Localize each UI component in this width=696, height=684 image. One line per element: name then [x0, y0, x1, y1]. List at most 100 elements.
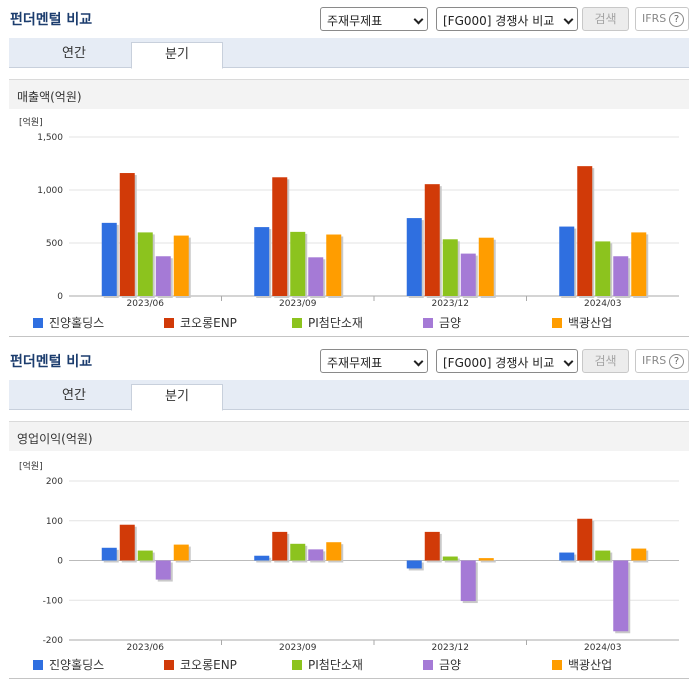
statement-select-value: 주재무제표	[327, 356, 383, 370]
legend-label: 진양홀딩스	[49, 658, 105, 672]
bar	[442, 556, 458, 561]
period-tabs: 연간 분기	[9, 38, 689, 69]
revenue-chart: [억원] 0 500 1,000 1,500 2023/06 2023/09 2023/12 2…	[19, 116, 679, 308]
y-tick-label: 200	[46, 477, 63, 487]
peer-select[interactable]: [FG000] 경쟁사 비교	[436, 349, 578, 373]
y-tick-label: 1,500	[37, 133, 63, 143]
bar	[308, 549, 324, 561]
legend-label: 백광산업	[568, 316, 613, 330]
chevron-down-icon	[563, 356, 574, 367]
bar	[631, 232, 647, 296]
statement-select[interactable]: 주재무제표	[320, 7, 428, 31]
divider	[9, 336, 689, 337]
legend-item-1: 코오롱ENP	[164, 314, 237, 331]
y-tick-label: 0	[57, 557, 63, 567]
x-tick-label: 2023/12	[432, 643, 469, 652]
peer-select-value: [FG000] 경쟁사 비교	[443, 356, 555, 370]
bar	[101, 222, 117, 296]
legend-item-4: 백광산업	[552, 656, 612, 673]
legend-label: 금양	[439, 316, 462, 330]
bar	[577, 518, 593, 561]
bar	[119, 173, 135, 296]
ifrs-label: IFRS	[642, 354, 667, 367]
panel-header: 펀더멘털 비교 주재무제표 [FG000] 경쟁사 비교 검색 IFRS?	[0, 0, 696, 36]
tab-annual[interactable]: 연간	[62, 46, 86, 61]
fundamental-panel-operating-profit: 펀더멘털 비교 주재무제표 [FG000] 경쟁사 비교 검색 IFRS? 연간…	[0, 342, 696, 684]
legend-swatch	[292, 318, 302, 328]
bar	[613, 560, 629, 632]
legend-label: PI첨단소재	[308, 316, 363, 330]
y-tick-label: 0	[57, 292, 63, 302]
operating-profit-chart: [억원] -200 -100 0 100 200 2023/06 2023/09 2023/12…	[19, 460, 679, 652]
peer-select-value: [FG000] 경쟁사 비교	[443, 14, 555, 28]
bar	[559, 552, 575, 561]
unit-label: [억원]	[19, 116, 43, 128]
bar	[272, 177, 288, 296]
y-tick-label: 500	[46, 239, 63, 249]
bar	[595, 241, 611, 296]
tab-annual[interactable]: 연간	[62, 388, 86, 403]
x-tick-label: 2023/06	[127, 643, 165, 652]
ifrs-help-button[interactable]: IFRS?	[635, 7, 689, 31]
ifrs-label: IFRS	[642, 12, 667, 25]
bar	[137, 232, 153, 296]
ifrs-help-button[interactable]: IFRS?	[635, 349, 689, 373]
tab-quarterly[interactable]: 분기	[131, 42, 223, 69]
bar	[406, 218, 422, 296]
x-tick-label: 2023/09	[279, 643, 317, 652]
bar	[577, 166, 593, 296]
legend-swatch	[292, 660, 302, 670]
legend-item-2: PI첨단소재	[292, 656, 363, 673]
bar	[631, 548, 647, 561]
panel-header: 펀더멘털 비교 주재무제표 [FG000] 경쟁사 비교 검색 IFRS?	[0, 342, 696, 378]
bar	[424, 531, 440, 561]
tab-quarterly[interactable]: 분기	[131, 384, 223, 411]
section-title: 펀더멘털 비교	[10, 354, 93, 370]
legend-swatch	[164, 660, 174, 670]
x-tick-label: 2024/03	[584, 299, 621, 308]
legend-item-3: 금양	[423, 314, 461, 331]
search-button[interactable]: 검색	[582, 349, 629, 373]
legend-item-4: 백광산업	[552, 314, 612, 331]
legend: 진양홀딩스 코오롱ENP PI첨단소재 금양 백광산업	[9, 310, 689, 330]
x-tick-label: 2023/12	[432, 299, 469, 308]
bar	[119, 524, 135, 561]
legend: 진양홀딩스 코오롱ENP PI첨단소재 금양 백광산업	[9, 652, 689, 672]
legend-item-0: 진양홀딩스	[33, 656, 104, 673]
bar-shadow	[444, 558, 460, 563]
bar	[155, 560, 171, 580]
legend-item-3: 금양	[423, 656, 461, 673]
bar	[137, 550, 153, 561]
bar	[406, 560, 422, 569]
legend-label: 코오롱ENP	[180, 316, 237, 330]
section-title: 펀더멘털 비교	[10, 12, 93, 28]
y-tick-label: 1,000	[37, 186, 63, 196]
x-tick-label: 2023/06	[127, 299, 165, 308]
chevron-down-icon	[413, 356, 424, 367]
bar	[254, 227, 270, 296]
bar-shadow	[480, 560, 496, 563]
bar	[290, 231, 306, 296]
bar	[173, 235, 189, 296]
bar	[326, 542, 342, 561]
chevron-down-icon	[413, 14, 424, 25]
divider	[9, 678, 689, 679]
help-icon: ?	[669, 12, 684, 27]
legend-swatch	[33, 660, 43, 670]
x-tick-label: 2024/03	[584, 643, 621, 652]
peer-select[interactable]: [FG000] 경쟁사 비교	[436, 7, 578, 31]
legend-label: PI첨단소재	[308, 658, 363, 672]
y-tick-label: -100	[43, 596, 64, 606]
legend-item-2: PI첨단소재	[292, 314, 363, 331]
bar	[460, 253, 476, 296]
legend-swatch	[164, 318, 174, 328]
search-button[interactable]: 검색	[582, 7, 629, 31]
unit-label: [억원]	[19, 460, 43, 472]
bar	[424, 184, 440, 296]
bar	[308, 257, 324, 296]
statement-select[interactable]: 주재무제표	[320, 349, 428, 373]
y-tick-label: -200	[43, 636, 64, 646]
legend-label: 진양홀딩스	[49, 316, 105, 330]
x-tick-label: 2023/09	[279, 299, 317, 308]
legend-label: 백광산업	[568, 658, 613, 672]
